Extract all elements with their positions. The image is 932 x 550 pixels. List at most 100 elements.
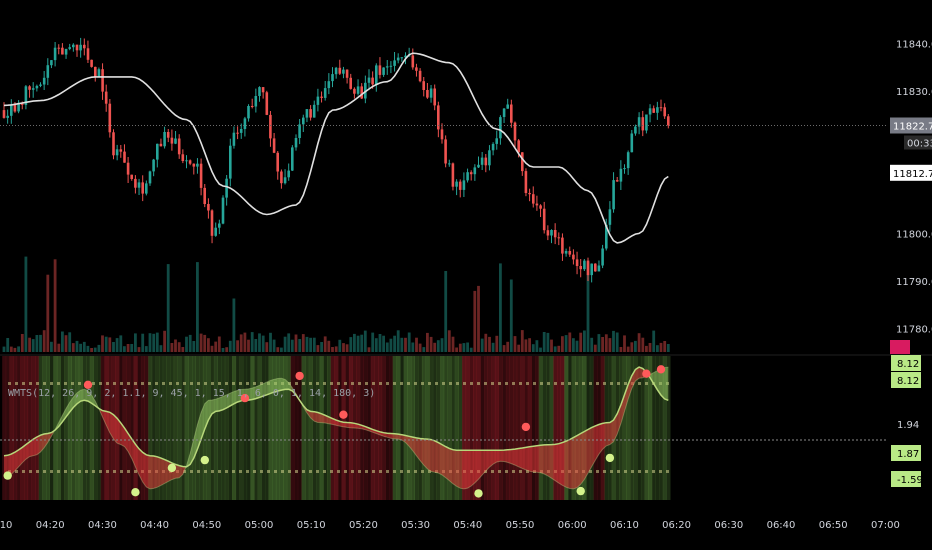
volume-bar [433,342,437,352]
candle-body [360,86,363,99]
volume-bar [659,342,663,352]
volume-bar [254,339,258,352]
volume-bar [123,346,126,352]
oscillator-axis[interactable]: 8.12 8.12 1.94 1.87 -1.59 [891,355,923,487]
volume-bar [637,333,641,352]
time-tick: 06:20 [662,520,691,531]
osc-level-dot [512,382,515,385]
candle-body [280,171,283,184]
osc-level-dot [414,470,417,473]
candle-body [524,171,528,193]
osc-band [312,356,317,500]
candle-body [433,88,436,106]
candle-body [597,265,601,272]
last-price-tag-bg [890,117,932,134]
osc-band [381,356,386,500]
osc-fill [142,452,147,487]
candle-body [247,106,250,119]
volume-bar [42,330,46,352]
osc-band [192,356,196,500]
osc-level-dot [414,382,417,385]
osc-level-dot [484,470,487,473]
osc-band [666,356,671,500]
time-tick: 05:50 [506,520,535,531]
osc-level-dot [43,382,46,385]
osc-fill [124,428,129,452]
osc-fill [664,367,669,401]
time-tick: 07:00 [871,520,900,531]
osc-fill [544,444,548,476]
volume-bar [53,259,57,352]
osc-level-dot [519,470,522,473]
candle-body [648,108,652,115]
osc-band [622,356,627,500]
osc-fill [584,429,588,480]
osc-buy-marker [131,488,140,497]
volume-bar [535,340,539,352]
volume-tag-bg [890,340,910,354]
candle-body [444,139,447,164]
candle-body [532,194,535,204]
time-axis[interactable]: 04:10 04:20 04:30 04:40 04:50 05:00 05:10 05:20… [0,520,900,531]
osc-band [538,356,543,500]
price-tick: 11830.00 [896,87,932,98]
candle-body [404,55,407,58]
volume-bar [564,335,568,352]
volume-bar [593,344,597,352]
time-tick: 05:00 [245,520,274,531]
candle-body [426,90,429,98]
candle-body [608,209,612,225]
candle-body [389,65,393,67]
candle-body [159,143,163,147]
osc-level-dot [358,470,361,473]
osc-level-dot [533,382,536,385]
osc-band [210,356,215,500]
volume-bar [455,347,458,352]
candle-body [331,74,334,82]
candle-body [469,172,473,175]
volume-bar [90,348,93,352]
osc-fill [11,452,15,475]
volume-bar [484,333,488,352]
osc-fill [387,433,391,439]
volume-bar [400,337,404,352]
osc-fill [314,411,318,423]
candle-body [170,137,174,144]
osc-fill [628,375,632,400]
candle-body [243,118,247,129]
osc-fill [536,445,541,473]
candle-body [265,92,269,115]
osc-band [630,356,634,500]
volume-bar [371,332,375,352]
osc-level-dot [64,382,67,385]
osc-fill [657,368,661,396]
osc-band [305,356,310,500]
price-axis[interactable]: 11840.00 11830.00 11800.00 11790.00 11780.00… [890,40,932,354]
osc-band [480,356,485,500]
volume-bar [539,347,542,352]
candle-body [323,88,327,98]
osc-fill [504,449,508,463]
volume-bar [24,256,28,352]
osc-fill [233,390,238,404]
countdown-tag: 00:33 [907,139,932,150]
candle-body [484,157,488,166]
osc-band [403,356,408,500]
candle-body [393,60,396,66]
osc-fill [274,378,278,393]
osc-band [469,356,474,500]
osc-level-dot [169,382,172,385]
osc-level-dot [260,470,263,473]
volume-bar [509,279,513,352]
osc-level-dot [197,382,200,385]
osc-fill [569,437,574,489]
osc-level-dot [386,382,389,385]
candle-body [349,77,352,89]
osc-fill [420,438,424,466]
osc-band [308,356,313,500]
volume-bar [152,333,156,352]
volume-bar [196,262,199,352]
osc-band [275,356,280,500]
